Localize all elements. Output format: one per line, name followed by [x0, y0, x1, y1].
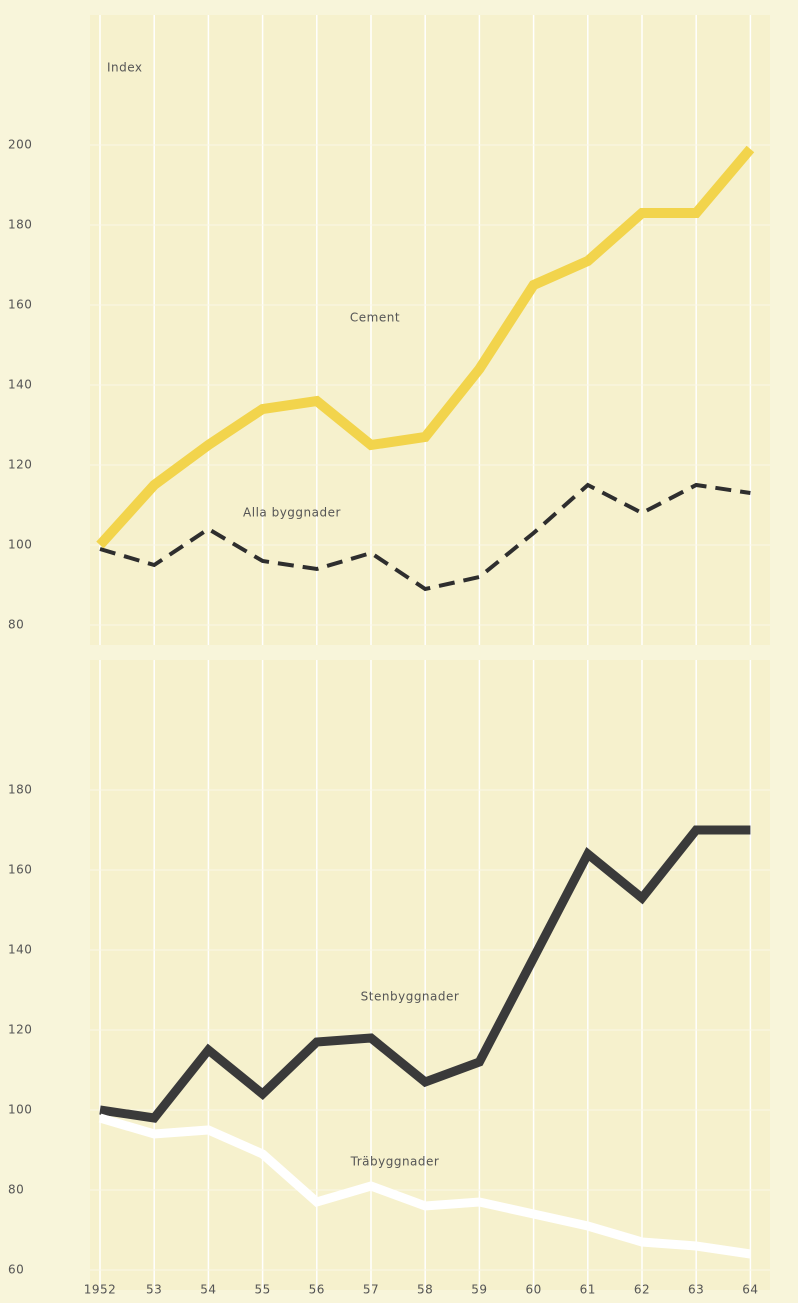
y-tick-label: 80 — [8, 1183, 24, 1197]
y-tick-label: 140 — [8, 943, 32, 957]
x-tick-label: 63 — [688, 1283, 704, 1297]
x-tick-label: 59 — [471, 1283, 487, 1297]
y-tick-label: 80 — [8, 618, 24, 632]
x-tick-label: 54 — [200, 1283, 216, 1297]
series-label: Cement — [350, 311, 400, 325]
x-tick-label: 55 — [254, 1283, 270, 1297]
y-tick-label: 160 — [8, 863, 32, 877]
line-series — [96, 145, 755, 549]
panel-top — [90, 15, 770, 645]
x-tick-label: 62 — [634, 1283, 650, 1297]
y-tick-label: 180 — [8, 218, 32, 232]
series-label: Stenbyggnader — [361, 990, 460, 1004]
y-tick-label: 100 — [8, 1103, 32, 1117]
panel-bottom — [90, 660, 770, 1290]
y-tick-label: 120 — [8, 458, 32, 472]
x-tick-label: 61 — [580, 1283, 596, 1297]
x-tick-label: 1952 — [84, 1283, 117, 1297]
y-tick-label: 200 — [8, 138, 32, 152]
line-series — [98, 1113, 752, 1259]
series-label: Träbyggnader — [350, 1155, 440, 1169]
x-tick-label: 57 — [363, 1283, 379, 1297]
x-tick-label: 56 — [309, 1283, 325, 1297]
y-tick-label: 100 — [8, 538, 32, 552]
x-tick-label: 53 — [146, 1283, 162, 1297]
x-tick-label: 64 — [742, 1283, 758, 1297]
line-series — [99, 825, 751, 1123]
line-series — [99, 482, 751, 592]
y-tick-label: 120 — [8, 1023, 32, 1037]
series-label: Alla byggnader — [243, 506, 341, 520]
y-axis-label: Index — [107, 61, 143, 75]
y-tick-label: 180 — [8, 783, 32, 797]
y-tick-label: 140 — [8, 378, 32, 392]
x-tick-label: 58 — [417, 1283, 433, 1297]
x-tick-label: 60 — [525, 1283, 541, 1297]
y-tick-label: 60 — [8, 1263, 24, 1277]
y-tick-label: 160 — [8, 298, 32, 312]
